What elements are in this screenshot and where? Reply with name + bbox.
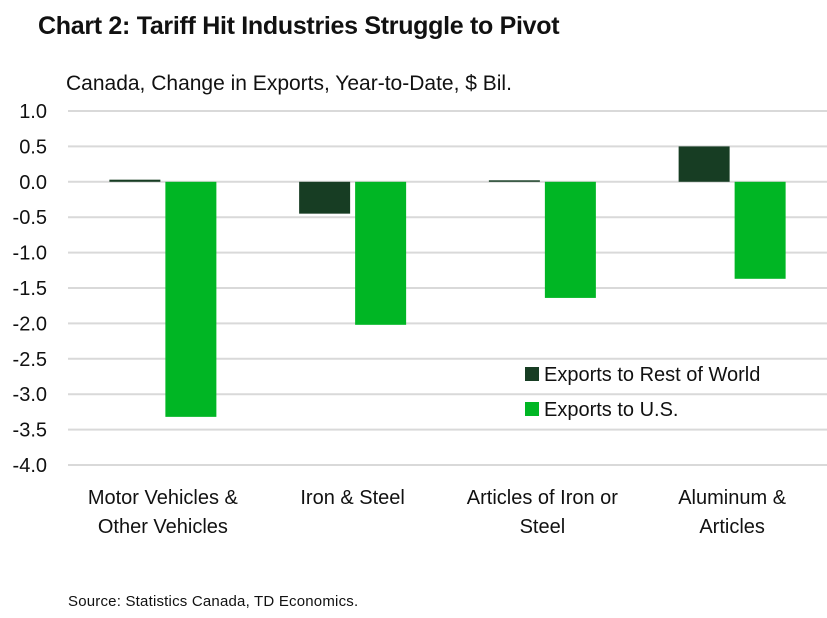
y-tick-label: -1.5 [13,278,47,300]
bar-rest-of-world-3 [678,146,730,182]
x-category-label: Motor Vehicles & [88,487,239,509]
legend-label: Exports to U.S. [544,399,679,421]
x-axis-categories: Motor Vehicles & Other Vehicles Iron & Ste… [88,487,787,538]
y-tick-label: 1.0 [19,101,47,123]
bars [109,146,786,417]
bar-rest-of-world-1 [299,181,351,214]
y-tick-label: -0.5 [13,207,47,229]
y-tick-label: -2.5 [13,349,47,371]
y-tick-label: -2.0 [13,313,47,335]
chart-title: Chart 2: Tariff Hit Industries Struggle … [38,12,560,40]
y-axis-ticks: 1.0 0.5 0.0 -0.5 -1.0 -1.5 -2.0 -2.5 -3.0 -3.5 -4.… [13,101,47,477]
x-category-label: Iron & Steel [300,487,405,509]
y-tick-label: -3.0 [13,384,47,406]
legend-swatch [525,367,539,381]
y-tick-label: -4.0 [13,455,47,477]
legend: Exports to Rest of World Exports to U.S. [525,364,760,421]
bar-us-1 [355,181,407,325]
y-tick-label: 0.5 [19,136,47,158]
x-category-label: Steel [520,516,566,538]
bar-us-0 [165,181,217,417]
x-category-label: Other Vehicles [98,516,228,538]
bar-rest-of-world-2 [488,180,540,182]
bar-rest-of-world-0 [109,179,161,182]
y-tick-label: -3.5 [13,420,47,442]
x-category-label: Articles [699,516,765,538]
chart-subtitle: Canada, Change in Exports, Year-to-Date,… [66,72,512,95]
bar-us-3 [734,181,786,279]
source-note: Source: Statistics Canada, TD Economics. [68,593,359,610]
legend-swatch [525,402,539,416]
x-category-label: Articles of Iron or [467,487,619,509]
y-tick-label: 0.0 [19,172,47,194]
bar-us-2 [544,181,596,298]
y-tick-label: -1.0 [13,243,47,265]
x-category-label: Aluminum & [678,487,786,509]
legend-label: Exports to Rest of World [544,364,760,386]
